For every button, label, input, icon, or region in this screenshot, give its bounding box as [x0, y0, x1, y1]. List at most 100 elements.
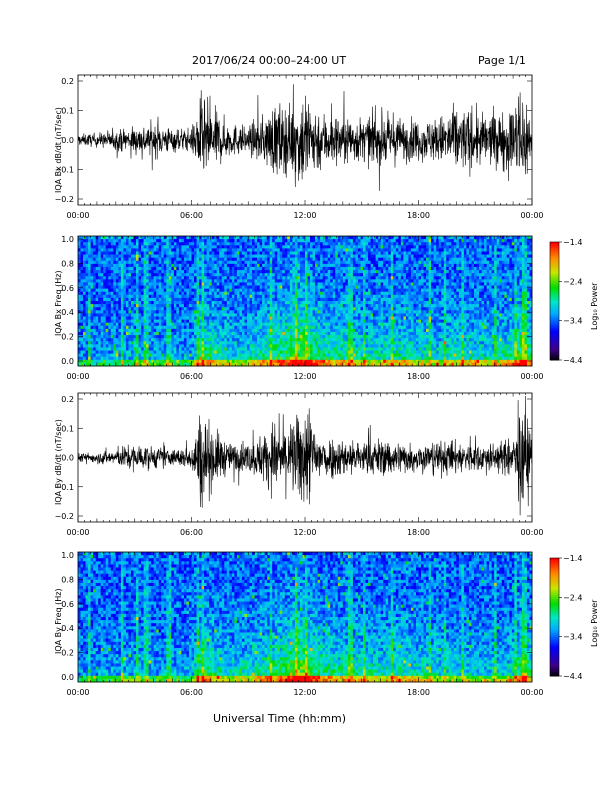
heat-cell: [204, 294, 208, 299]
heat-cell: [322, 341, 326, 345]
heat-cell: [123, 279, 127, 283]
heat-cell: [244, 341, 248, 345]
heat-cell: [327, 282, 331, 286]
heat-cell: [297, 251, 301, 255]
heat-cell: [294, 310, 298, 314]
heat-cell: [209, 285, 213, 290]
heat-cell: [259, 313, 263, 317]
heat-cell: [221, 263, 225, 268]
heat-cell: [315, 266, 319, 271]
heat-cell: [272, 304, 276, 308]
heat-cell: [146, 288, 150, 293]
heat-cell: [133, 307, 137, 311]
heat-cell: [183, 347, 187, 351]
heat-cell: [246, 273, 250, 277]
heat-cell: [98, 304, 102, 308]
heat-cell: [211, 266, 215, 271]
heat-cell: [262, 294, 266, 299]
heat-cell: [244, 248, 248, 252]
heat-cell: [173, 260, 177, 265]
heat-cell: [216, 242, 220, 246]
heat-cell: [282, 251, 286, 255]
heat-cell: [115, 316, 119, 320]
heat-cell: [239, 344, 243, 348]
heat-cell: [216, 291, 220, 296]
heat-cell: [249, 313, 253, 317]
heat-cell: [98, 260, 102, 265]
heat-cell: [332, 341, 336, 345]
heat-cell: [201, 341, 205, 345]
heat-cell: [136, 328, 139, 333]
heat-cell: [297, 353, 301, 358]
heat-cell: [98, 301, 102, 305]
heat-cell: [216, 338, 220, 342]
heat-cell: [315, 239, 319, 243]
heat-cell: [345, 341, 349, 345]
heat-cell: [186, 301, 190, 305]
heat-cell: [108, 359, 112, 364]
heat-cell: [201, 307, 205, 311]
heat-cell: [118, 273, 122, 277]
heat-cell: [168, 322, 172, 327]
heat-cell: [199, 248, 202, 252]
heat-cell: [98, 359, 102, 364]
heat-cell: [206, 310, 210, 314]
heat-cell: [173, 263, 177, 268]
page-number: Page 1/1: [478, 54, 526, 67]
heat-cell: [171, 273, 175, 277]
heat-cell: [191, 304, 195, 308]
heat-cell: [156, 322, 160, 327]
heat-cell: [340, 236, 344, 240]
heat-cell: [277, 322, 281, 327]
heat-cell: [148, 344, 152, 348]
heat-cell: [110, 328, 114, 333]
heat-cell: [257, 325, 260, 330]
heat-cell: [360, 273, 364, 277]
heat-cell: [299, 273, 303, 277]
heat-cell: [294, 328, 298, 333]
heat-cell: [158, 353, 162, 358]
heat-cell: [199, 276, 202, 280]
heat-cell: [269, 322, 273, 327]
heat-cell: [317, 276, 321, 280]
heat-cell: [206, 257, 210, 262]
heat-cell: [216, 304, 220, 308]
heat-cell: [148, 288, 152, 293]
heat-cell: [130, 279, 134, 283]
heat-cell: [305, 335, 308, 339]
heat-cell: [163, 331, 167, 336]
heat-cell: [241, 276, 245, 280]
heat-cell: [83, 353, 86, 358]
heat-cell: [347, 297, 351, 302]
heat-cell: [312, 319, 316, 324]
heat-cell: [151, 301, 155, 305]
heat-cell: [199, 260, 202, 265]
heat-cell: [163, 319, 167, 324]
heat-cell: [130, 322, 134, 327]
heat-cell: [226, 310, 230, 314]
heat-cell: [110, 341, 114, 345]
heat-cell: [224, 282, 228, 286]
heat-cell: [365, 310, 369, 314]
heat-cell: [93, 288, 97, 293]
heat-cell: [221, 291, 225, 296]
heat-cell: [83, 282, 86, 286]
heat-cell: [289, 279, 293, 283]
heat-cell: [325, 260, 329, 265]
heat-cell: [302, 273, 306, 277]
heat-cell: [299, 356, 303, 361]
heat-cell: [163, 344, 167, 348]
heat-cell: [352, 310, 356, 314]
heat-cell: [264, 266, 268, 271]
heat-cell: [163, 347, 167, 351]
heat-cell: [365, 338, 369, 342]
heat-cell: [85, 248, 89, 252]
heat-cell: [244, 242, 248, 246]
heat-cell: [365, 350, 369, 355]
heat-cell: [239, 282, 243, 286]
heat-cell: [246, 322, 250, 327]
heat-cell: [241, 291, 245, 296]
heat-cell: [80, 297, 84, 302]
heat-cell: [199, 254, 202, 259]
heat-cell: [153, 263, 157, 268]
